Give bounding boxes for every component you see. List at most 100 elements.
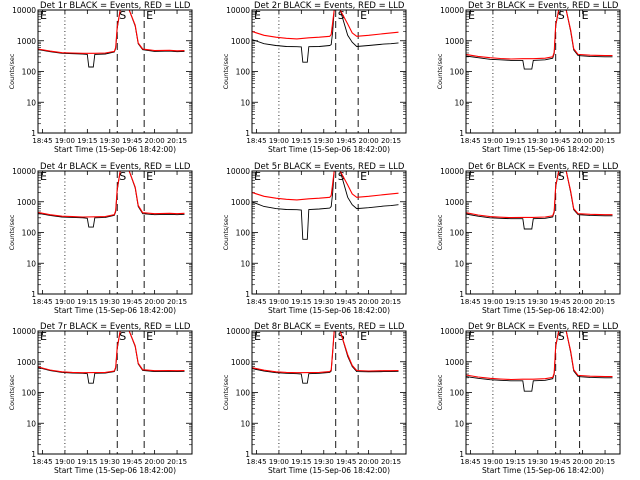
x-tick-label: 20:15 [595, 298, 615, 306]
y-tick-label: 10000 [226, 327, 250, 336]
plot-frame [37, 170, 193, 295]
x-tick-label: 19:15 [505, 298, 525, 306]
x-tick-label: 19:15 [77, 458, 97, 466]
y-tick-label: 1 [31, 450, 36, 459]
x-tick-label: 19:30 [100, 298, 120, 306]
x-tick-label: 19:00 [269, 298, 289, 306]
x-tick-label: 19:45 [550, 458, 570, 466]
y-tick-label: 10 [454, 419, 464, 428]
x-tick-label: 19:45 [336, 298, 356, 306]
time-marker-label: E [468, 330, 475, 343]
x-tick-label: 20:15 [595, 137, 615, 145]
time-marker-label: S [338, 170, 345, 183]
x-tick-label: 18:45 [460, 298, 480, 306]
x-tick-label: 19:30 [100, 458, 120, 466]
plot-frame [465, 330, 621, 455]
chart-panel-6: 1 10 100 1000 10000 18:45 19:00 19:15 19:30 19:45… [436, 162, 621, 315]
series-lld [251, 9, 399, 40]
x-axis-label: Start Time (15-Sep-06 18:42:00) [54, 306, 176, 315]
x-tick-label: 19:30 [528, 137, 548, 145]
y-axis-label: Counts/sec [8, 214, 16, 250]
x-tick-label: 20:15 [381, 298, 401, 306]
x-axis-label: Start Time (15-Sep-06 18:42:00) [482, 306, 604, 315]
time-marker-label: S [558, 170, 565, 183]
chart-title: Det 2r BLACK = Events, RED = LLD [254, 1, 405, 11]
x-tick-label: 19:45 [122, 137, 142, 145]
x-tick-label: 19:00 [55, 298, 75, 306]
x-tick-label: 20:00 [573, 458, 593, 466]
x-tick-label: 19:15 [77, 137, 97, 145]
series-lld [251, 330, 399, 374]
chart-panel-9: 1 10 100 1000 10000 18:45 19:00 19:15 19:30 19:45… [436, 322, 621, 475]
x-tick-label: 19:45 [122, 298, 142, 306]
chart-title: Det 1r BLACK = Events, RED = LLD [40, 1, 191, 11]
time-marker-label: E [40, 9, 47, 22]
x-tick-label: 19:30 [314, 137, 334, 145]
x-tick-label: 19:00 [55, 458, 75, 466]
time-marker-label: E [582, 9, 589, 22]
chart-panel-2: 1 10 100 1000 10000 18:45 19:00 19:15 19:30 19:45… [222, 1, 407, 154]
y-tick-label: 1000 [17, 358, 36, 367]
x-tick-label: 20:00 [145, 298, 165, 306]
y-tick-label: 100 [22, 229, 37, 238]
y-tick-label: 10000 [12, 167, 36, 176]
time-marker-label: E [360, 330, 367, 343]
x-axis-label: Start Time (15-Sep-06 18:42:00) [54, 466, 176, 475]
chart-title: Det 9r BLACK = Events, RED = LLD [468, 322, 619, 332]
y-axis-label: Counts/sec [222, 53, 230, 89]
x-tick-label: 19:00 [483, 298, 503, 306]
x-tick-label: 19:45 [336, 458, 356, 466]
time-marker-label: E [254, 9, 261, 22]
chart-title: Det 7r BLACK = Events, RED = LLD [40, 322, 191, 332]
x-tick-label: 18:45 [32, 298, 52, 306]
y-axis-label: Counts/sec [8, 53, 16, 89]
x-tick-label: 20:00 [145, 458, 165, 466]
y-axis-label: Counts/sec [8, 374, 16, 410]
chart-title: Det 6r BLACK = Events, RED = LLD [468, 162, 619, 172]
y-tick-label: 1 [245, 290, 250, 299]
chart-panel-8: 1 10 100 1000 10000 18:45 19:00 19:15 19:30 19:45… [222, 322, 407, 475]
x-tick-label: 20:15 [167, 458, 187, 466]
y-axis-label: Counts/sec [436, 374, 444, 410]
series-events [251, 9, 399, 63]
y-tick-label: 10000 [226, 167, 250, 176]
x-tick-label: 19:30 [528, 298, 548, 306]
y-axis-label: Counts/sec [222, 374, 230, 410]
time-marker-label: S [119, 330, 126, 343]
x-tick-label: 19:45 [122, 458, 142, 466]
chart-title: Det 8r BLACK = Events, RED = LLD [254, 322, 405, 332]
time-marker-label: E [468, 170, 475, 183]
x-tick-label: 19:15 [291, 458, 311, 466]
y-tick-label: 1 [31, 129, 36, 138]
x-axis-label: Start Time (15-Sep-06 18:42:00) [268, 306, 390, 315]
x-tick-label: 19:30 [528, 458, 548, 466]
series-lld [37, 170, 185, 218]
x-tick-label: 19:45 [550, 137, 570, 145]
chart-panel-4: 1 10 100 1000 10000 18:45 19:00 19:15 19:30 19:45… [8, 162, 193, 315]
y-tick-label: 100 [236, 389, 251, 398]
x-tick-label: 20:15 [167, 298, 187, 306]
x-tick-label: 19:30 [314, 298, 334, 306]
series-events [465, 9, 613, 70]
x-axis-label: Start Time (15-Sep-06 18:42:00) [268, 145, 390, 154]
y-tick-label: 100 [450, 389, 465, 398]
y-tick-label: 100 [236, 68, 251, 77]
x-tick-label: 19:15 [291, 137, 311, 145]
chart-panel-1: 1 10 100 1000 10000 18:45 19:00 19:15 19:30 19:45… [8, 1, 193, 154]
y-tick-label: 10000 [440, 167, 464, 176]
x-tick-label: 20:00 [359, 137, 379, 145]
x-tick-label: 18:45 [32, 137, 52, 145]
x-tick-label: 18:45 [246, 137, 266, 145]
time-marker-label: E [40, 170, 47, 183]
y-axis-label: Counts/sec [222, 214, 230, 250]
x-tick-label: 19:15 [291, 298, 311, 306]
y-tick-label: 1000 [231, 358, 250, 367]
time-marker-label: E [40, 330, 47, 343]
y-tick-label: 10 [26, 259, 36, 268]
x-tick-label: 19:30 [314, 458, 334, 466]
time-marker-label: S [119, 170, 126, 183]
time-marker-label: E [360, 170, 367, 183]
y-tick-label: 100 [450, 229, 465, 238]
x-tick-label: 20:00 [573, 137, 593, 145]
y-tick-label: 1 [31, 290, 36, 299]
